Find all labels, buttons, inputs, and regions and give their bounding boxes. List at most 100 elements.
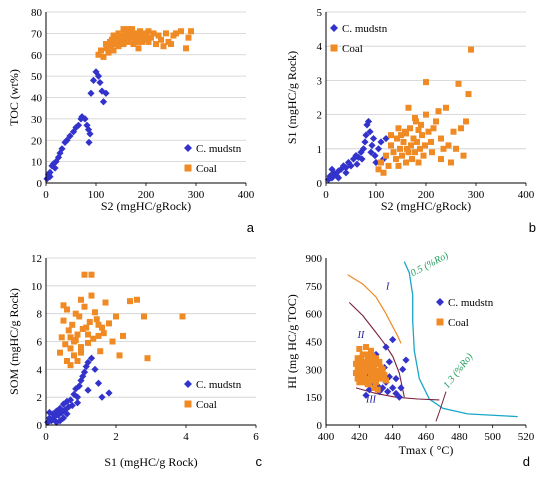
data-point bbox=[160, 43, 167, 50]
x-tick-label: 200 bbox=[418, 189, 435, 201]
data-point bbox=[328, 165, 336, 173]
data-point bbox=[366, 351, 373, 358]
data-point bbox=[73, 393, 82, 401]
data-point bbox=[334, 174, 343, 182]
data-point bbox=[362, 391, 370, 399]
data-point bbox=[458, 125, 464, 132]
data-point bbox=[365, 386, 373, 394]
data-point bbox=[378, 364, 384, 371]
data-point bbox=[76, 313, 83, 320]
panel-d-points bbox=[353, 336, 410, 401]
data-point bbox=[179, 313, 186, 320]
data-point bbox=[91, 365, 99, 373]
x-tick-label: 0 bbox=[43, 431, 49, 443]
y-tick-label: 150 bbox=[306, 392, 323, 404]
data-point bbox=[120, 332, 126, 339]
data-point bbox=[405, 104, 412, 111]
panel-d-legend: C. mudstn Coal bbox=[436, 297, 494, 329]
legend-mudstone-marker bbox=[436, 298, 444, 306]
data-point bbox=[353, 360, 359, 367]
y-tick-label: 900 bbox=[306, 253, 323, 265]
type-i-curve bbox=[347, 274, 402, 344]
data-point bbox=[130, 41, 137, 48]
data-point bbox=[46, 168, 54, 176]
data-point bbox=[342, 169, 350, 177]
legend-coal-marker bbox=[330, 44, 338, 52]
y-tick-label: 1 bbox=[317, 144, 323, 156]
data-point bbox=[65, 327, 72, 334]
data-point bbox=[87, 89, 95, 97]
data-point bbox=[468, 46, 474, 53]
data-point bbox=[95, 332, 102, 339]
data-point bbox=[410, 135, 417, 142]
data-point bbox=[382, 343, 390, 351]
data-point bbox=[420, 152, 427, 159]
panel-a: 0 10 20 30 40 50 60 70 80 0 100 200 300 400 S2 (mgHC/… bbox=[7, 7, 255, 235]
data-point bbox=[129, 26, 135, 33]
data-point bbox=[81, 115, 89, 123]
data-point bbox=[89, 76, 98, 84]
data-point bbox=[98, 393, 106, 401]
data-point bbox=[362, 131, 370, 139]
data-point bbox=[423, 111, 429, 118]
data-point bbox=[60, 317, 67, 324]
data-point bbox=[95, 51, 102, 58]
data-point bbox=[400, 138, 407, 145]
data-point bbox=[450, 128, 457, 135]
data-point bbox=[367, 148, 375, 156]
legend-coal-label: Coal bbox=[196, 163, 217, 175]
data-point bbox=[364, 371, 372, 379]
data-point bbox=[158, 36, 164, 43]
panel-d: 0 150 300 450 600 750 900 400 420 440 460 480 500 520… bbox=[285, 250, 535, 469]
panel-c-points bbox=[44, 271, 186, 426]
data-point bbox=[163, 30, 169, 37]
data-point bbox=[368, 347, 374, 354]
legend-mudstone-label: C. mudstn bbox=[196, 143, 242, 155]
data-point bbox=[353, 370, 359, 377]
kerogen-type2-label: II bbox=[357, 330, 365, 341]
data-point bbox=[58, 145, 66, 153]
data-point bbox=[142, 36, 148, 43]
data-point bbox=[84, 358, 92, 366]
data-point bbox=[383, 377, 389, 384]
data-point bbox=[188, 28, 194, 35]
data-point bbox=[445, 142, 452, 149]
data-point bbox=[67, 334, 74, 341]
data-point bbox=[378, 159, 384, 166]
data-point bbox=[383, 152, 389, 159]
x-tick-label: 4 bbox=[183, 431, 189, 443]
data-point bbox=[415, 159, 422, 166]
data-point bbox=[375, 166, 382, 173]
data-point bbox=[168, 41, 174, 48]
data-point bbox=[371, 368, 378, 375]
ro-13-boundary bbox=[435, 391, 447, 422]
type-ii-curve bbox=[348, 302, 405, 398]
data-point bbox=[113, 313, 119, 320]
data-point bbox=[412, 149, 418, 156]
data-point bbox=[104, 45, 110, 52]
legend-mudstone-label: C. mudstn bbox=[448, 297, 494, 309]
x-tick-label: 500 bbox=[484, 431, 501, 443]
x-tick-label: 200 bbox=[138, 189, 155, 201]
data-point bbox=[366, 128, 374, 136]
data-point bbox=[364, 117, 373, 126]
data-point bbox=[138, 34, 144, 41]
data-point bbox=[59, 414, 68, 422]
data-point bbox=[105, 49, 112, 56]
legend-mudstone-marker bbox=[184, 144, 192, 152]
x-tick-label: 0 bbox=[323, 189, 329, 201]
data-point bbox=[428, 138, 434, 145]
data-point bbox=[45, 414, 54, 422]
data-point bbox=[96, 78, 104, 87]
data-point bbox=[79, 325, 86, 332]
data-point bbox=[155, 32, 162, 39]
data-point bbox=[356, 379, 363, 386]
data-point bbox=[377, 138, 385, 146]
kerogen-type1-label: I bbox=[385, 282, 390, 293]
y-tick-label: 5 bbox=[317, 7, 323, 19]
data-point bbox=[417, 145, 423, 152]
data-point bbox=[364, 357, 371, 364]
data-point bbox=[418, 121, 424, 128]
data-point bbox=[74, 331, 81, 338]
